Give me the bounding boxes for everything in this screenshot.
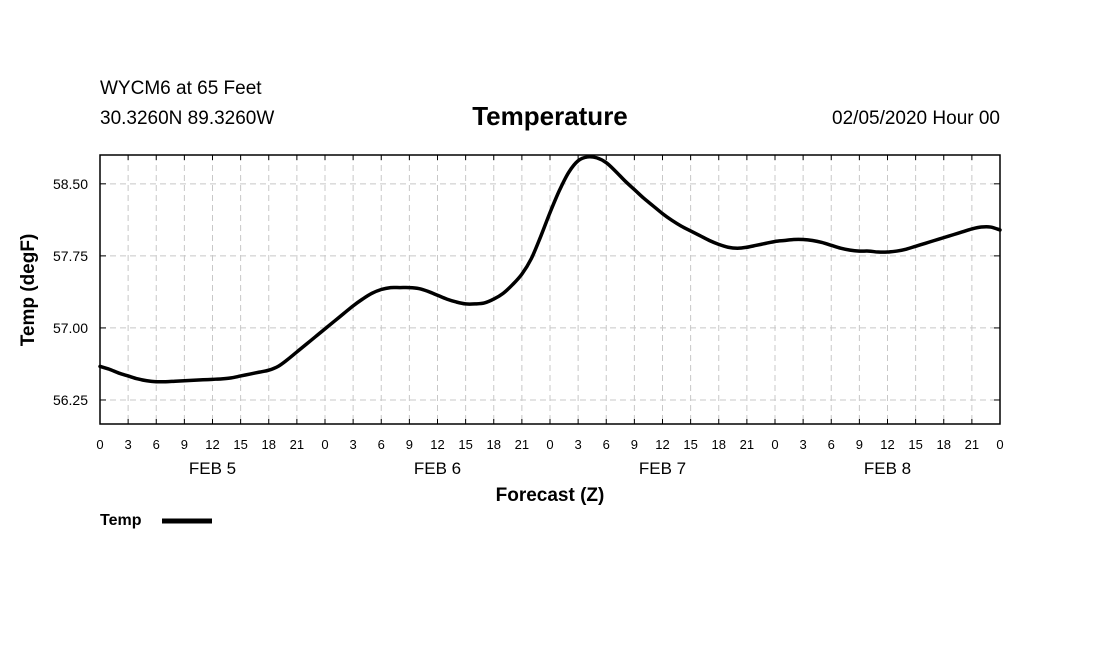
x-tick-label: 12 — [880, 437, 894, 452]
x-tick-label: 0 — [771, 437, 778, 452]
x-tick-label: 9 — [181, 437, 188, 452]
x-tick-label: 18 — [487, 437, 501, 452]
x-tick-label: 18 — [712, 437, 726, 452]
x-tick-label: 6 — [603, 437, 610, 452]
x-tick-label: 9 — [631, 437, 638, 452]
day-label: FEB 8 — [864, 459, 911, 478]
day-label: FEB 7 — [639, 459, 686, 478]
x-tick-label: 0 — [996, 437, 1003, 452]
x-tick-label: 3 — [800, 437, 807, 452]
x-tick-label: 18 — [262, 437, 276, 452]
x-tick-label: 6 — [378, 437, 385, 452]
x-tick-label: 15 — [458, 437, 472, 452]
x-tick-label: 12 — [655, 437, 669, 452]
y-axis-ticks: 56.25 57.00 57.75 58.50 — [53, 176, 1000, 408]
day-label: FEB 6 — [414, 459, 461, 478]
y-tick-label: 57.75 — [53, 248, 88, 264]
x-tick-label: 12 — [205, 437, 219, 452]
grid-lines — [100, 155, 1000, 424]
y-tick-label: 56.25 — [53, 392, 88, 408]
coordinates-label: 30.3260N 89.3260W — [100, 108, 274, 129]
run-datetime-label: 02/05/2020 Hour 00 — [832, 108, 1000, 129]
x-tick-label: 15 — [908, 437, 922, 452]
x-tick-label: 6 — [153, 437, 160, 452]
x-tick-label: 3 — [125, 437, 132, 452]
x-tick-label: 9 — [856, 437, 863, 452]
x-axis-label: Forecast (Z) — [496, 485, 605, 506]
x-tick-label: 3 — [350, 437, 357, 452]
series-line-temp — [98, 154, 1002, 384]
x-tick-label: 15 — [233, 437, 247, 452]
legend-label-temp: Temp — [100, 512, 142, 529]
x-tick-label: 0 — [96, 437, 103, 452]
x-tick-label: 3 — [575, 437, 582, 452]
x-tick-label: 0 — [321, 437, 328, 452]
x-tick-label: 21 — [515, 437, 529, 452]
legend: Temp — [100, 512, 212, 529]
x-tick-label: 21 — [740, 437, 754, 452]
plot-frame — [99, 154, 1001, 425]
day-label: FEB 5 — [189, 459, 236, 478]
y-tick-label: 58.50 — [53, 176, 88, 192]
x-tick-label: 9 — [406, 437, 413, 452]
series-layer — [98, 154, 1002, 384]
x-tick-label: 6 — [828, 437, 835, 452]
x-tick-label: 21 — [290, 437, 304, 452]
y-axis-label: Temp (degF) — [18, 234, 39, 347]
y-tick-label: 57.00 — [53, 320, 88, 336]
station-label: WYCM6 at 65 Feet — [100, 78, 262, 99]
x-axis-ticks: 0 3 6 9 12 15 18 21 0 3 6 9 12 15 18 21 0 3 6 9 12 15 18 21 0 3 6 9… — [96, 155, 1004, 452]
x-tick-label: 18 — [937, 437, 951, 452]
day-labels: FEB 5 FEB 6 FEB 7 FEB 8 — [189, 459, 911, 478]
x-tick-label: 15 — [683, 437, 697, 452]
x-tick-label: 21 — [965, 437, 979, 452]
x-tick-label: 12 — [430, 437, 444, 452]
x-tick-label: 0 — [546, 437, 553, 452]
chart-title: Temperature — [472, 101, 628, 131]
